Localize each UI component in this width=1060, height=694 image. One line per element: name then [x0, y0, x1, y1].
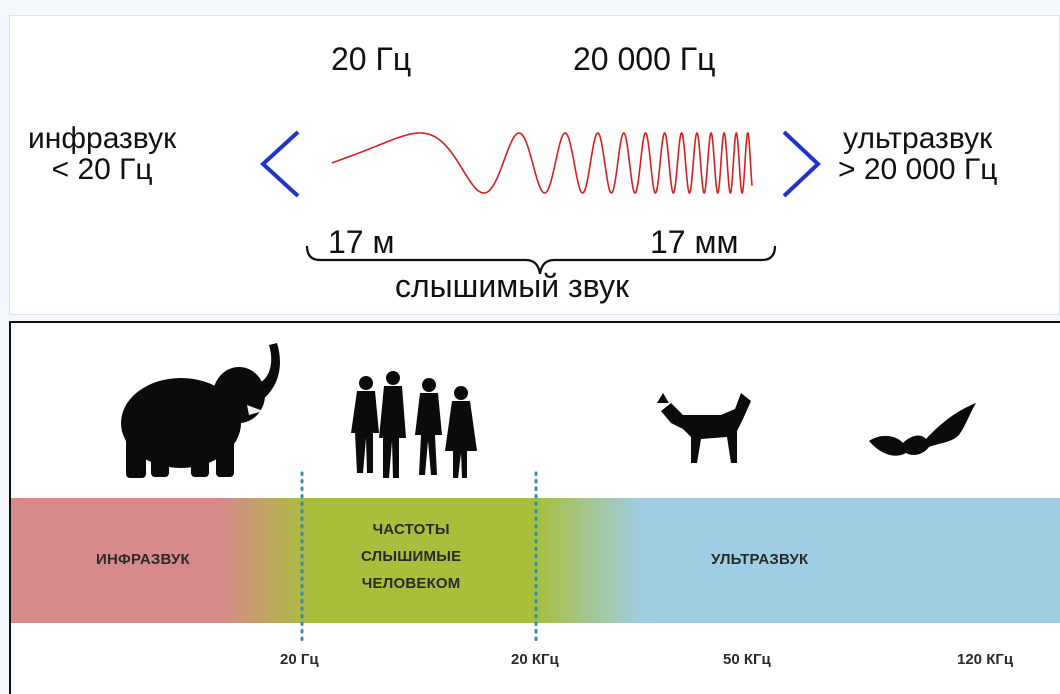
hearing-ranges-panel: ИНФРАЗВУК ЧАСТОТЫ СЛЫШИМЫЕ ЧЕЛОВЕКОМ УЛЬ… [9, 321, 1060, 694]
human-band-line-3: ЧЕЛОВЕКОМ [361, 575, 461, 592]
wavelength-short-label: 17 мм [650, 224, 739, 260]
tick-120khz: 120 КГц [957, 651, 1014, 668]
spectrum-diagram-panel: 20 Гц 20 000 Гц инфразвук < 20 Гц ультра… [9, 15, 1060, 315]
audible-sound-label: слышимый звук [395, 268, 629, 304]
infrasound-title: инфразвук [28, 122, 177, 155]
human-band-line-1: ЧАСТОТЫ [372, 521, 450, 538]
elephant-icon [121, 343, 280, 478]
human-band-line-2: СЛЫШИМЫЕ [361, 548, 462, 565]
dog-icon [657, 393, 751, 463]
ultrasound-band-label: УЛЬТРАЗВУК [711, 551, 809, 568]
freq-high-label: 20 000 Гц [573, 41, 716, 77]
human-band-label: ЧАСТОТЫ СЛЫШИМЫЕ ЧЕЛОВЕКОМ [361, 516, 461, 597]
left-chevron [260, 130, 300, 198]
ultrasound-label: ультразвук > 20 000 Гц [838, 123, 997, 185]
hearing-ranges-graphics [11, 343, 1060, 643]
infrasound-band-label: ИНФРАЗВУК [96, 551, 190, 568]
sound-wave [331, 131, 753, 195]
ultrasound-range: > 20 000 Гц [838, 153, 998, 186]
bat-icon [869, 403, 976, 456]
tick-50khz: 50 КГц [723, 651, 771, 668]
ultrasound-title: ультразвук [843, 122, 993, 155]
audible-brace [305, 245, 777, 275]
right-chevron [782, 130, 821, 198]
infrasound-range: < 20 Гц [51, 153, 153, 186]
infrasound-label: инфразвук < 20 Гц [28, 123, 176, 185]
freq-low-label: 20 Гц [331, 41, 412, 77]
tick-20hz: 20 Гц [280, 651, 319, 668]
people-icon [351, 371, 477, 478]
wavelength-long-label: 17 м [328, 224, 395, 260]
tick-20khz: 20 КГц [511, 651, 559, 668]
spectrum-diagram-graphics [260, 130, 821, 275]
